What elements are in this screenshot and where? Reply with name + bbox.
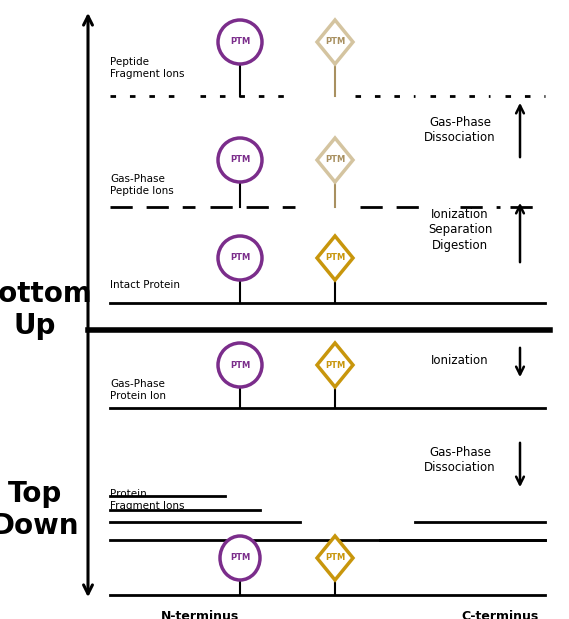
Text: Peptide
Fragment Ions: Peptide Fragment Ions [110, 57, 184, 79]
Polygon shape [317, 138, 353, 182]
Text: PTM: PTM [230, 254, 250, 262]
Text: PTM: PTM [230, 38, 250, 46]
Text: Bottom
Up: Bottom Up [0, 280, 92, 340]
Text: Gas-Phase
Protein Ion: Gas-Phase Protein Ion [110, 379, 166, 400]
Text: PTM: PTM [230, 155, 250, 165]
Text: PTM: PTM [325, 553, 345, 563]
Text: C-terminus: C-terminus [461, 610, 539, 619]
Text: PTM: PTM [230, 553, 250, 563]
Text: Gas-Phase
Peptide Ions: Gas-Phase Peptide Ions [110, 174, 174, 196]
Ellipse shape [218, 236, 262, 280]
Text: Intact Protein: Intact Protein [110, 280, 180, 290]
Polygon shape [317, 20, 353, 64]
Text: PTM: PTM [325, 155, 345, 165]
Text: PTM: PTM [325, 360, 345, 370]
Text: Ionization: Ionization [431, 353, 489, 366]
Text: Top
Down: Top Down [0, 480, 79, 540]
Text: Ionization
Separation
Digestion: Ionization Separation Digestion [428, 209, 492, 251]
Text: PTM: PTM [325, 38, 345, 46]
Text: Gas-Phase
Dissociation: Gas-Phase Dissociation [424, 116, 496, 144]
Polygon shape [317, 236, 353, 280]
Polygon shape [317, 343, 353, 387]
Ellipse shape [218, 138, 262, 182]
Text: PTM: PTM [325, 254, 345, 262]
Text: Protein
Fragment Ions: Protein Fragment Ions [110, 489, 184, 511]
Ellipse shape [218, 20, 262, 64]
Text: N-terminus: N-terminus [161, 610, 239, 619]
Ellipse shape [220, 536, 260, 580]
Text: PTM: PTM [230, 360, 250, 370]
Polygon shape [317, 536, 353, 580]
Text: Gas-Phase
Dissociation: Gas-Phase Dissociation [424, 446, 496, 474]
Ellipse shape [218, 343, 262, 387]
